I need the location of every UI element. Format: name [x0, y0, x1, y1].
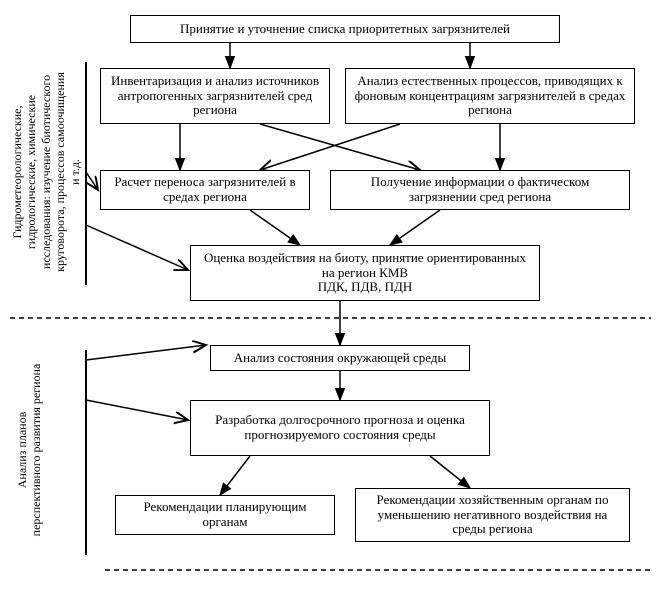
node-n4: Расчет переноса загрязнителей в средах р… — [100, 170, 310, 210]
flow-arrow — [430, 456, 470, 488]
node-n10: Рекомендации хозяйственным органам по ум… — [355, 488, 630, 542]
node-n2: Инвентаризация и анализ источников антро… — [100, 68, 330, 124]
sidebar-label-s2: Анализ плановперспективного развития рег… — [15, 300, 85, 600]
flow-arrow — [86, 400, 188, 420]
node-n6: Оценка воздействия на биоту, принятие ор… — [190, 245, 540, 301]
node-n7: Анализ состояния окружающей среды — [210, 345, 470, 371]
flow-arrow — [86, 345, 206, 360]
flow-arrow — [220, 456, 250, 495]
flow-arrow — [86, 172, 98, 190]
sidebar-label-s1: Гидрометеорологические,гидрологические, … — [10, 22, 80, 322]
flow-arrow — [260, 124, 420, 170]
flow-arrow — [250, 210, 300, 245]
node-n5: Получение информации о фактическом загря… — [330, 170, 630, 210]
node-n1: Принятие и уточнение списка приоритетных… — [130, 15, 560, 43]
flow-arrow — [390, 210, 440, 245]
flow-arrow — [86, 225, 188, 270]
flow-arrow — [260, 124, 400, 170]
node-n3: Анализ естественных процессов, приводящи… — [345, 68, 635, 124]
diagram-canvas: Принятие и уточнение списка приоритетных… — [0, 0, 661, 584]
node-n8: Разработка долгосрочного прогноза и оцен… — [190, 400, 490, 456]
node-n9: Рекомендации планирующим органам — [115, 495, 335, 535]
